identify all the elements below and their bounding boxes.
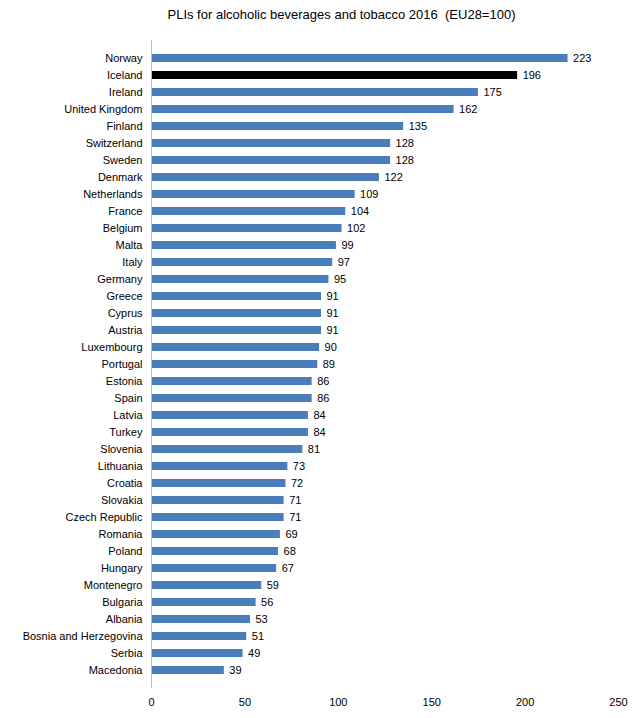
svg-text:196: 196 (523, 69, 541, 81)
svg-text:Bosnia and Herzegovina: Bosnia and Herzegovina (23, 630, 144, 642)
svg-text:Italy: Italy (122, 256, 143, 268)
svg-text:Latvia: Latvia (113, 409, 143, 421)
svg-text:150: 150 (423, 696, 441, 708)
svg-text:67: 67 (282, 562, 294, 574)
svg-text:91: 91 (326, 324, 338, 336)
svg-text:Germany: Germany (97, 273, 143, 285)
svg-text:135: 135 (409, 120, 427, 132)
svg-text:Denmark: Denmark (98, 171, 143, 183)
svg-text:Switzerland: Switzerland (86, 137, 143, 149)
svg-text:39: 39 (229, 664, 241, 676)
svg-text:86: 86 (317, 375, 329, 387)
svg-text:100: 100 (329, 696, 347, 708)
svg-text:122: 122 (384, 171, 402, 183)
svg-text:162: 162 (459, 103, 477, 115)
svg-text:Malta: Malta (116, 239, 144, 251)
svg-text:Finland: Finland (106, 120, 142, 132)
html-text:PLIs for alcoholic beverages a: PLIs for alcoholic beverages and tobacco… (167, 7, 516, 22)
svg-text:99: 99 (341, 239, 353, 251)
svg-text:90: 90 (325, 341, 337, 353)
svg-text:Estonia: Estonia (106, 375, 144, 387)
svg-text:Austria: Austria (108, 324, 143, 336)
svg-text:Sweden: Sweden (103, 154, 143, 166)
svg-text:Montenegro: Montenegro (84, 579, 143, 591)
svg-text:84: 84 (313, 409, 325, 421)
svg-text:Netherlands: Netherlands (83, 188, 143, 200)
svg-text:128: 128 (396, 137, 414, 149)
svg-text:86: 86 (317, 392, 329, 404)
svg-text:59: 59 (267, 579, 279, 591)
svg-text:91: 91 (326, 290, 338, 302)
svg-text:Macedonia: Macedonia (89, 664, 144, 676)
svg-text:104: 104 (351, 205, 369, 217)
svg-text:109: 109 (360, 188, 378, 200)
svg-text:91: 91 (326, 307, 338, 319)
svg-text:Bulgaria: Bulgaria (102, 596, 143, 608)
svg-text:Romania: Romania (98, 528, 143, 540)
svg-text:Iceland: Iceland (107, 69, 142, 81)
svg-text:84: 84 (313, 426, 325, 438)
svg-text:175: 175 (483, 86, 501, 98)
svg-text:71: 71 (289, 494, 301, 506)
svg-text:250: 250 (609, 696, 627, 708)
svg-text:51: 51 (252, 630, 264, 642)
svg-text:United Kingdom: United Kingdom (64, 103, 142, 115)
svg-text:Cyprus: Cyprus (108, 307, 143, 319)
svg-text:73: 73 (293, 460, 305, 472)
svg-text:50: 50 (239, 696, 251, 708)
svg-text:Lithuania: Lithuania (98, 460, 144, 472)
svg-text:Hungary: Hungary (101, 562, 143, 574)
svg-text:71: 71 (289, 511, 301, 523)
svg-text:Slovenia: Slovenia (100, 443, 143, 455)
svg-text:Poland: Poland (108, 545, 142, 557)
svg-text:49: 49 (248, 647, 260, 659)
svg-text:Albania: Albania (106, 613, 144, 625)
svg-text:102: 102 (347, 222, 365, 234)
svg-text:200: 200 (516, 696, 534, 708)
svg-text:128: 128 (396, 154, 414, 166)
svg-text:56: 56 (261, 596, 273, 608)
svg-text:Slovakia: Slovakia (101, 494, 143, 506)
svg-text:53: 53 (256, 613, 268, 625)
svg-text:Czech Republic: Czech Republic (65, 511, 143, 523)
svg-text:68: 68 (284, 545, 296, 557)
svg-text:Belgium: Belgium (103, 222, 143, 234)
svg-text:Greece: Greece (106, 290, 142, 302)
svg-text:72: 72 (291, 477, 303, 489)
svg-text:97: 97 (338, 256, 350, 268)
svg-text:Turkey: Turkey (109, 426, 143, 438)
svg-text:89: 89 (323, 358, 335, 370)
svg-text:Portugal: Portugal (102, 358, 143, 370)
svg-text:France: France (108, 205, 142, 217)
svg-text:0: 0 (148, 696, 154, 708)
svg-text:Serbia: Serbia (111, 647, 144, 659)
svg-text:95: 95 (334, 273, 346, 285)
svg-text:Spain: Spain (114, 392, 142, 404)
svg-text:Norway: Norway (105, 52, 143, 64)
svg-text:69: 69 (285, 528, 297, 540)
svg-text:Croatia: Croatia (107, 477, 143, 489)
svg-text:Ireland: Ireland (109, 86, 143, 98)
svg-text:Luxembourg: Luxembourg (81, 341, 142, 353)
svg-text:223: 223 (573, 52, 591, 64)
svg-text:81: 81 (308, 443, 320, 455)
